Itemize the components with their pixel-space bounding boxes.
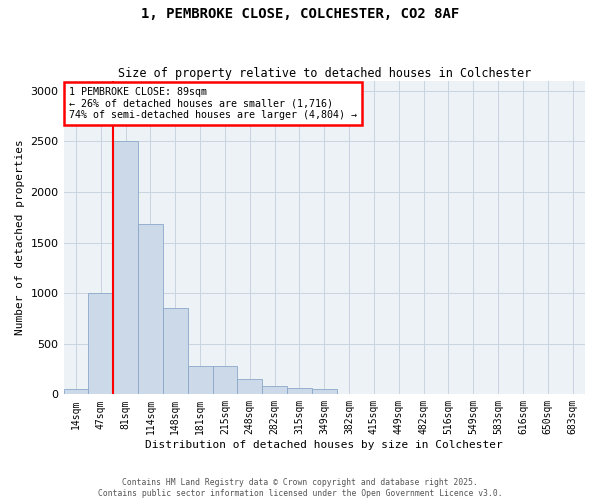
Bar xyxy=(88,293,113,394)
Bar xyxy=(212,366,238,394)
Text: Contains HM Land Registry data © Crown copyright and database right 2025.
Contai: Contains HM Land Registry data © Crown c… xyxy=(98,478,502,498)
Bar xyxy=(238,379,262,394)
Bar xyxy=(312,389,337,394)
Bar xyxy=(287,388,312,394)
Title: Size of property relative to detached houses in Colchester: Size of property relative to detached ho… xyxy=(118,66,531,80)
Bar xyxy=(138,224,163,394)
Y-axis label: Number of detached properties: Number of detached properties xyxy=(15,140,25,336)
Bar xyxy=(113,142,138,394)
Text: 1 PEMBROKE CLOSE: 89sqm
← 26% of detached houses are smaller (1,716)
74% of semi: 1 PEMBROKE CLOSE: 89sqm ← 26% of detache… xyxy=(69,87,357,120)
Bar xyxy=(64,389,88,394)
Bar xyxy=(188,366,212,394)
Bar xyxy=(262,386,287,394)
Text: 1, PEMBROKE CLOSE, COLCHESTER, CO2 8AF: 1, PEMBROKE CLOSE, COLCHESTER, CO2 8AF xyxy=(141,8,459,22)
X-axis label: Distribution of detached houses by size in Colchester: Distribution of detached houses by size … xyxy=(145,440,503,450)
Bar xyxy=(163,308,188,394)
